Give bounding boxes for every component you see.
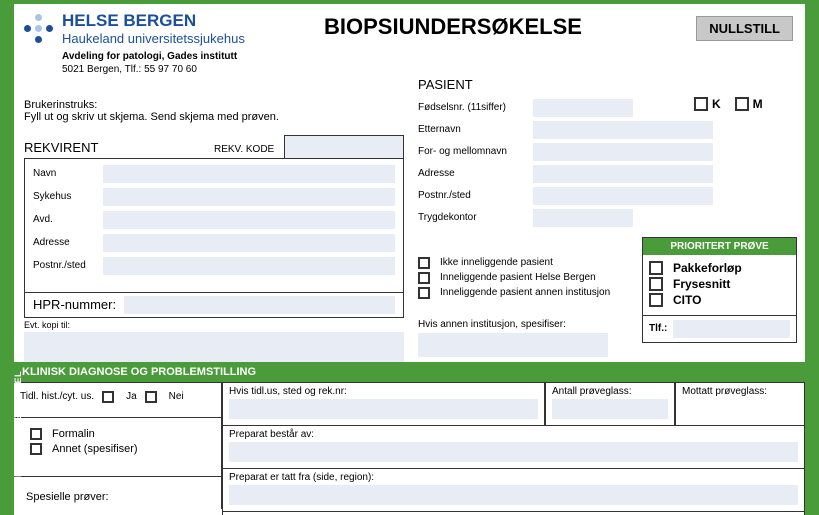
hvis-label: Hvis tidl.us, sted og rek.nr: bbox=[229, 386, 538, 397]
reset-button[interactable]: NULLSTILL bbox=[696, 16, 793, 41]
navn-label: Navn bbox=[33, 168, 103, 179]
formalin-label: Formalin bbox=[52, 428, 95, 440]
org-text: HELSE BERGEN Haukeland universitetssjuke… bbox=[62, 12, 245, 75]
kopi-block: Evt. kopi til: bbox=[24, 320, 404, 362]
avd-input[interactable] bbox=[103, 211, 395, 229]
tlf-input[interactable] bbox=[673, 320, 790, 338]
etternavn-input[interactable] bbox=[533, 121, 713, 139]
tidl-label: Tidl. hist./cyt. us. bbox=[20, 391, 94, 402]
trygd-input[interactable] bbox=[533, 209, 633, 227]
cito-checkbox[interactable] bbox=[649, 293, 663, 307]
m-label: M bbox=[753, 97, 763, 111]
pas-postnr-label: Postnr./sted bbox=[418, 190, 533, 201]
ja-checkbox[interactable] bbox=[102, 391, 114, 403]
spesielle-label: Spesielle prøver: bbox=[14, 477, 222, 509]
mottatt-label: Mottatt prøveglass: bbox=[682, 386, 798, 397]
annet-label: Annet (spesifiser) bbox=[52, 443, 138, 455]
ja-label: Ja bbox=[126, 391, 137, 402]
pasient-grid: Fødselsnr. (11siffer) Etternavn For- og … bbox=[418, 99, 798, 231]
sidebar-label: REKVIRERENDE LEGES DEL bbox=[13, 359, 23, 515]
postnr-label: Postnr./sted bbox=[33, 260, 103, 271]
sykehus-input[interactable] bbox=[103, 188, 395, 206]
org-sub: Haukeland universitetssjukehus bbox=[62, 31, 245, 47]
cito-label: CITO bbox=[673, 293, 701, 307]
inst-spes-label: Hvis annen institusjon, spesifiser: bbox=[418, 319, 566, 330]
klinisk-bar: KLINISK DIAGNOSE OG PROBLEMSTILLING bbox=[14, 362, 805, 382]
priority-heading: PRIORITERT PRØVE bbox=[643, 238, 796, 255]
hpr-label: HPR-nummer: bbox=[33, 297, 116, 312]
rekvirent-box: Navn Sykehus Avd. Adresse Postnr./sted bbox=[24, 158, 404, 293]
instr-heading: Brukerinstruks: bbox=[24, 99, 279, 111]
fornavn-input[interactable] bbox=[533, 143, 713, 161]
adresse-input[interactable] bbox=[103, 234, 395, 252]
rekv-kode-label: REKV. KODE bbox=[214, 144, 274, 155]
fryse-checkbox[interactable] bbox=[649, 277, 663, 291]
hvis-input[interactable] bbox=[229, 399, 538, 419]
status3-label: Inneliggende pasient annen institusjon bbox=[440, 287, 610, 298]
klinisk-section: Tidl. hist./cyt. us. Ja Nei Formalin Ann… bbox=[14, 382, 805, 515]
priority-box: PRIORITERT PRØVE Pakkeforløp Frysesnitt … bbox=[642, 237, 797, 343]
sidebar-strip: REKVIRERENDE LEGES DEL bbox=[0, 4, 14, 515]
kopi-input[interactable] bbox=[24, 332, 404, 362]
pakke-checkbox[interactable] bbox=[649, 261, 663, 275]
fixation-box: Formalin Annet (spesifiser) bbox=[14, 418, 222, 477]
adresse-label: Adresse bbox=[33, 237, 103, 248]
hpr-row: HPR-nummer: bbox=[24, 293, 404, 318]
inst-spes-input[interactable] bbox=[418, 333, 608, 357]
header: HELSE BERGEN Haukeland universitetssjuke… bbox=[14, 4, 805, 77]
status2-checkbox[interactable] bbox=[418, 272, 430, 284]
org-addr: 5021 Bergen, Tlf.: 55 97 70 60 bbox=[62, 64, 245, 75]
logo: HELSE BERGEN Haukeland universitetssjuke… bbox=[24, 12, 245, 75]
rekv-kode-input[interactable] bbox=[284, 135, 404, 159]
org-dept: Avdeling for patologi, Gades institutt bbox=[62, 51, 245, 62]
tatt-label: Preparat er tatt fra (side, region): bbox=[229, 472, 798, 483]
kopi-label: Evt. kopi til: bbox=[24, 320, 70, 330]
postnr-input[interactable] bbox=[103, 257, 395, 275]
tlf-label: Tlf.: bbox=[649, 323, 667, 334]
instructions: Brukerinstruks: Fyll ut og skriv ut skje… bbox=[24, 99, 279, 123]
status3-checkbox[interactable] bbox=[418, 287, 430, 299]
hpr-input[interactable] bbox=[124, 296, 395, 314]
org-name: HELSE BERGEN bbox=[62, 12, 245, 29]
sykehus-label: Sykehus bbox=[33, 191, 103, 202]
navn-input[interactable] bbox=[103, 165, 395, 183]
tatt-input[interactable] bbox=[229, 485, 798, 505]
pas-postnr-input[interactable] bbox=[533, 187, 713, 205]
status1-label: Ikke inneliggende pasient bbox=[440, 257, 553, 268]
k-checkbox[interactable] bbox=[694, 97, 708, 111]
patient-status: Ikke inneliggende pasient Inneliggende p… bbox=[418, 257, 610, 302]
fnr-label: Fødselsnr. (11siffer) bbox=[418, 102, 533, 113]
status1-checkbox[interactable] bbox=[418, 257, 430, 269]
antall-label: Antall prøveglass: bbox=[552, 386, 668, 397]
fornavn-label: For- og mellomnavn bbox=[418, 146, 533, 157]
annet-checkbox[interactable] bbox=[30, 443, 42, 455]
form-page: REKVIRERENDE LEGES DEL HELSE BERGEN Hauk… bbox=[0, 0, 819, 515]
status2-label: Inneliggende pasient Helse Bergen bbox=[440, 272, 596, 283]
fnr-input[interactable] bbox=[533, 99, 633, 117]
antall-input[interactable] bbox=[552, 399, 668, 419]
form-title: BIOPSIUNDERSØKELSE bbox=[324, 14, 582, 40]
avd-label: Avd. bbox=[33, 214, 103, 225]
bestar-label: Preparat består av: bbox=[229, 429, 798, 440]
bestar-input[interactable] bbox=[229, 442, 798, 462]
pas-adresse-label: Adresse bbox=[418, 168, 533, 179]
pakke-label: Pakkeforløp bbox=[673, 261, 742, 275]
instr-text: Fyll ut og skriv ut skjema. Send skjema … bbox=[24, 111, 279, 123]
fryse-label: Frysesnitt bbox=[673, 277, 730, 291]
k-label: K bbox=[712, 97, 721, 111]
tidl-row: Tidl. hist./cyt. us. Ja Nei bbox=[14, 383, 222, 418]
trygd-label: Trygdekontor bbox=[418, 212, 533, 223]
upper-section: Brukerinstruks: Fyll ut og skriv ut skje… bbox=[14, 77, 805, 362]
rekvirent-heading: REKVIRENT bbox=[24, 140, 98, 155]
nei-label: Nei bbox=[169, 391, 184, 402]
etternavn-label: Etternavn bbox=[418, 124, 533, 135]
gender-row: K M bbox=[694, 97, 763, 112]
nei-checkbox[interactable] bbox=[145, 391, 157, 403]
pas-adresse-input[interactable] bbox=[533, 165, 713, 183]
pasient-heading: PASIENT bbox=[418, 77, 473, 92]
m-checkbox[interactable] bbox=[735, 97, 749, 111]
mottatt-input[interactable] bbox=[682, 399, 798, 419]
formalin-checkbox[interactable] bbox=[30, 428, 42, 440]
logo-icon bbox=[24, 14, 54, 44]
